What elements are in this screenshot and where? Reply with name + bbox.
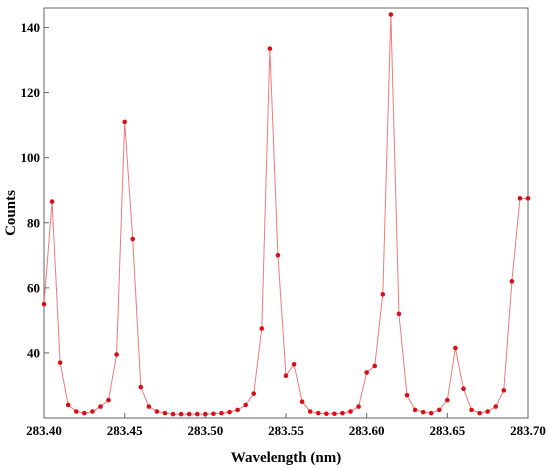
data-points	[41, 12, 531, 417]
data-point	[307, 409, 313, 414]
data-point	[445, 397, 450, 403]
data-point	[461, 386, 466, 392]
data-point	[178, 411, 184, 417]
data-point	[235, 407, 240, 413]
data-point	[73, 409, 79, 414]
data-point	[453, 345, 458, 351]
data-point	[194, 411, 200, 417]
data-point	[106, 397, 111, 403]
data-point	[509, 279, 515, 284]
x-tick-label: 283.55	[268, 423, 304, 438]
y-tick-label: 40	[27, 345, 40, 360]
data-point	[372, 363, 378, 369]
data-point	[203, 411, 208, 417]
data-point	[98, 404, 103, 409]
y-tick-label: 120	[21, 85, 41, 100]
x-tick-label: 283.65	[429, 423, 465, 438]
x-axis-label: Wavelength (nm)	[231, 450, 341, 466]
data-point	[420, 409, 426, 415]
x-tick-label: 283.70	[510, 423, 546, 438]
data-point	[299, 399, 305, 405]
data-point	[324, 411, 329, 417]
data-point	[211, 411, 216, 417]
data-point	[340, 410, 345, 416]
data-point	[90, 409, 95, 414]
data-point	[186, 411, 192, 417]
y-tick-label: 60	[27, 280, 40, 295]
data-point	[138, 384, 144, 390]
data-point	[396, 311, 402, 317]
y-tick-label: 80	[27, 215, 40, 230]
data-point	[65, 402, 71, 408]
x-tick-label: 283.60	[349, 423, 385, 438]
data-point	[517, 196, 523, 201]
data-point	[130, 236, 136, 242]
data-point	[380, 292, 386, 297]
data-point	[477, 410, 482, 416]
data-point	[388, 12, 394, 17]
data-point	[122, 119, 127, 125]
x-axis: 283.40 283.45 283.50 283.55 283.60 283.65 283.…	[26, 413, 546, 438]
data-point	[469, 407, 474, 413]
data-point	[493, 404, 499, 409]
data-point	[49, 199, 55, 204]
data-point	[404, 392, 410, 398]
data-point	[154, 409, 160, 414]
x-tick-label: 283.50	[187, 423, 223, 438]
data-point	[364, 370, 369, 375]
data-point	[428, 410, 434, 416]
data-point	[275, 253, 281, 258]
data-point	[348, 409, 353, 414]
data-point	[170, 411, 176, 417]
data-point	[267, 46, 273, 51]
data-point	[162, 410, 168, 416]
data-point	[251, 391, 257, 396]
data-point	[243, 402, 248, 408]
data-point	[57, 360, 63, 365]
data-point	[485, 409, 490, 414]
data-point	[259, 326, 265, 331]
data-point	[291, 362, 297, 367]
y-tick-label: 100	[21, 150, 41, 165]
y-axis: 40 60 80 100 120 140	[21, 20, 49, 360]
data-point	[356, 404, 361, 409]
x-tick-label: 283.40	[26, 423, 62, 438]
y-tick-label: 140	[21, 20, 41, 35]
data-point	[227, 409, 232, 415]
data-point	[501, 388, 507, 393]
data-point	[146, 404, 152, 409]
data-point	[525, 196, 531, 201]
data-point	[41, 301, 47, 307]
data-point	[82, 410, 87, 416]
y-axis-label: Counts	[3, 190, 19, 236]
data-point	[412, 407, 418, 413]
x-tick-label: 283.45	[107, 423, 143, 438]
data-point	[315, 410, 321, 416]
data-point	[219, 410, 224, 416]
data-point	[332, 411, 337, 417]
data-point	[283, 373, 289, 379]
data-point	[114, 352, 119, 357]
data-point	[436, 407, 442, 413]
